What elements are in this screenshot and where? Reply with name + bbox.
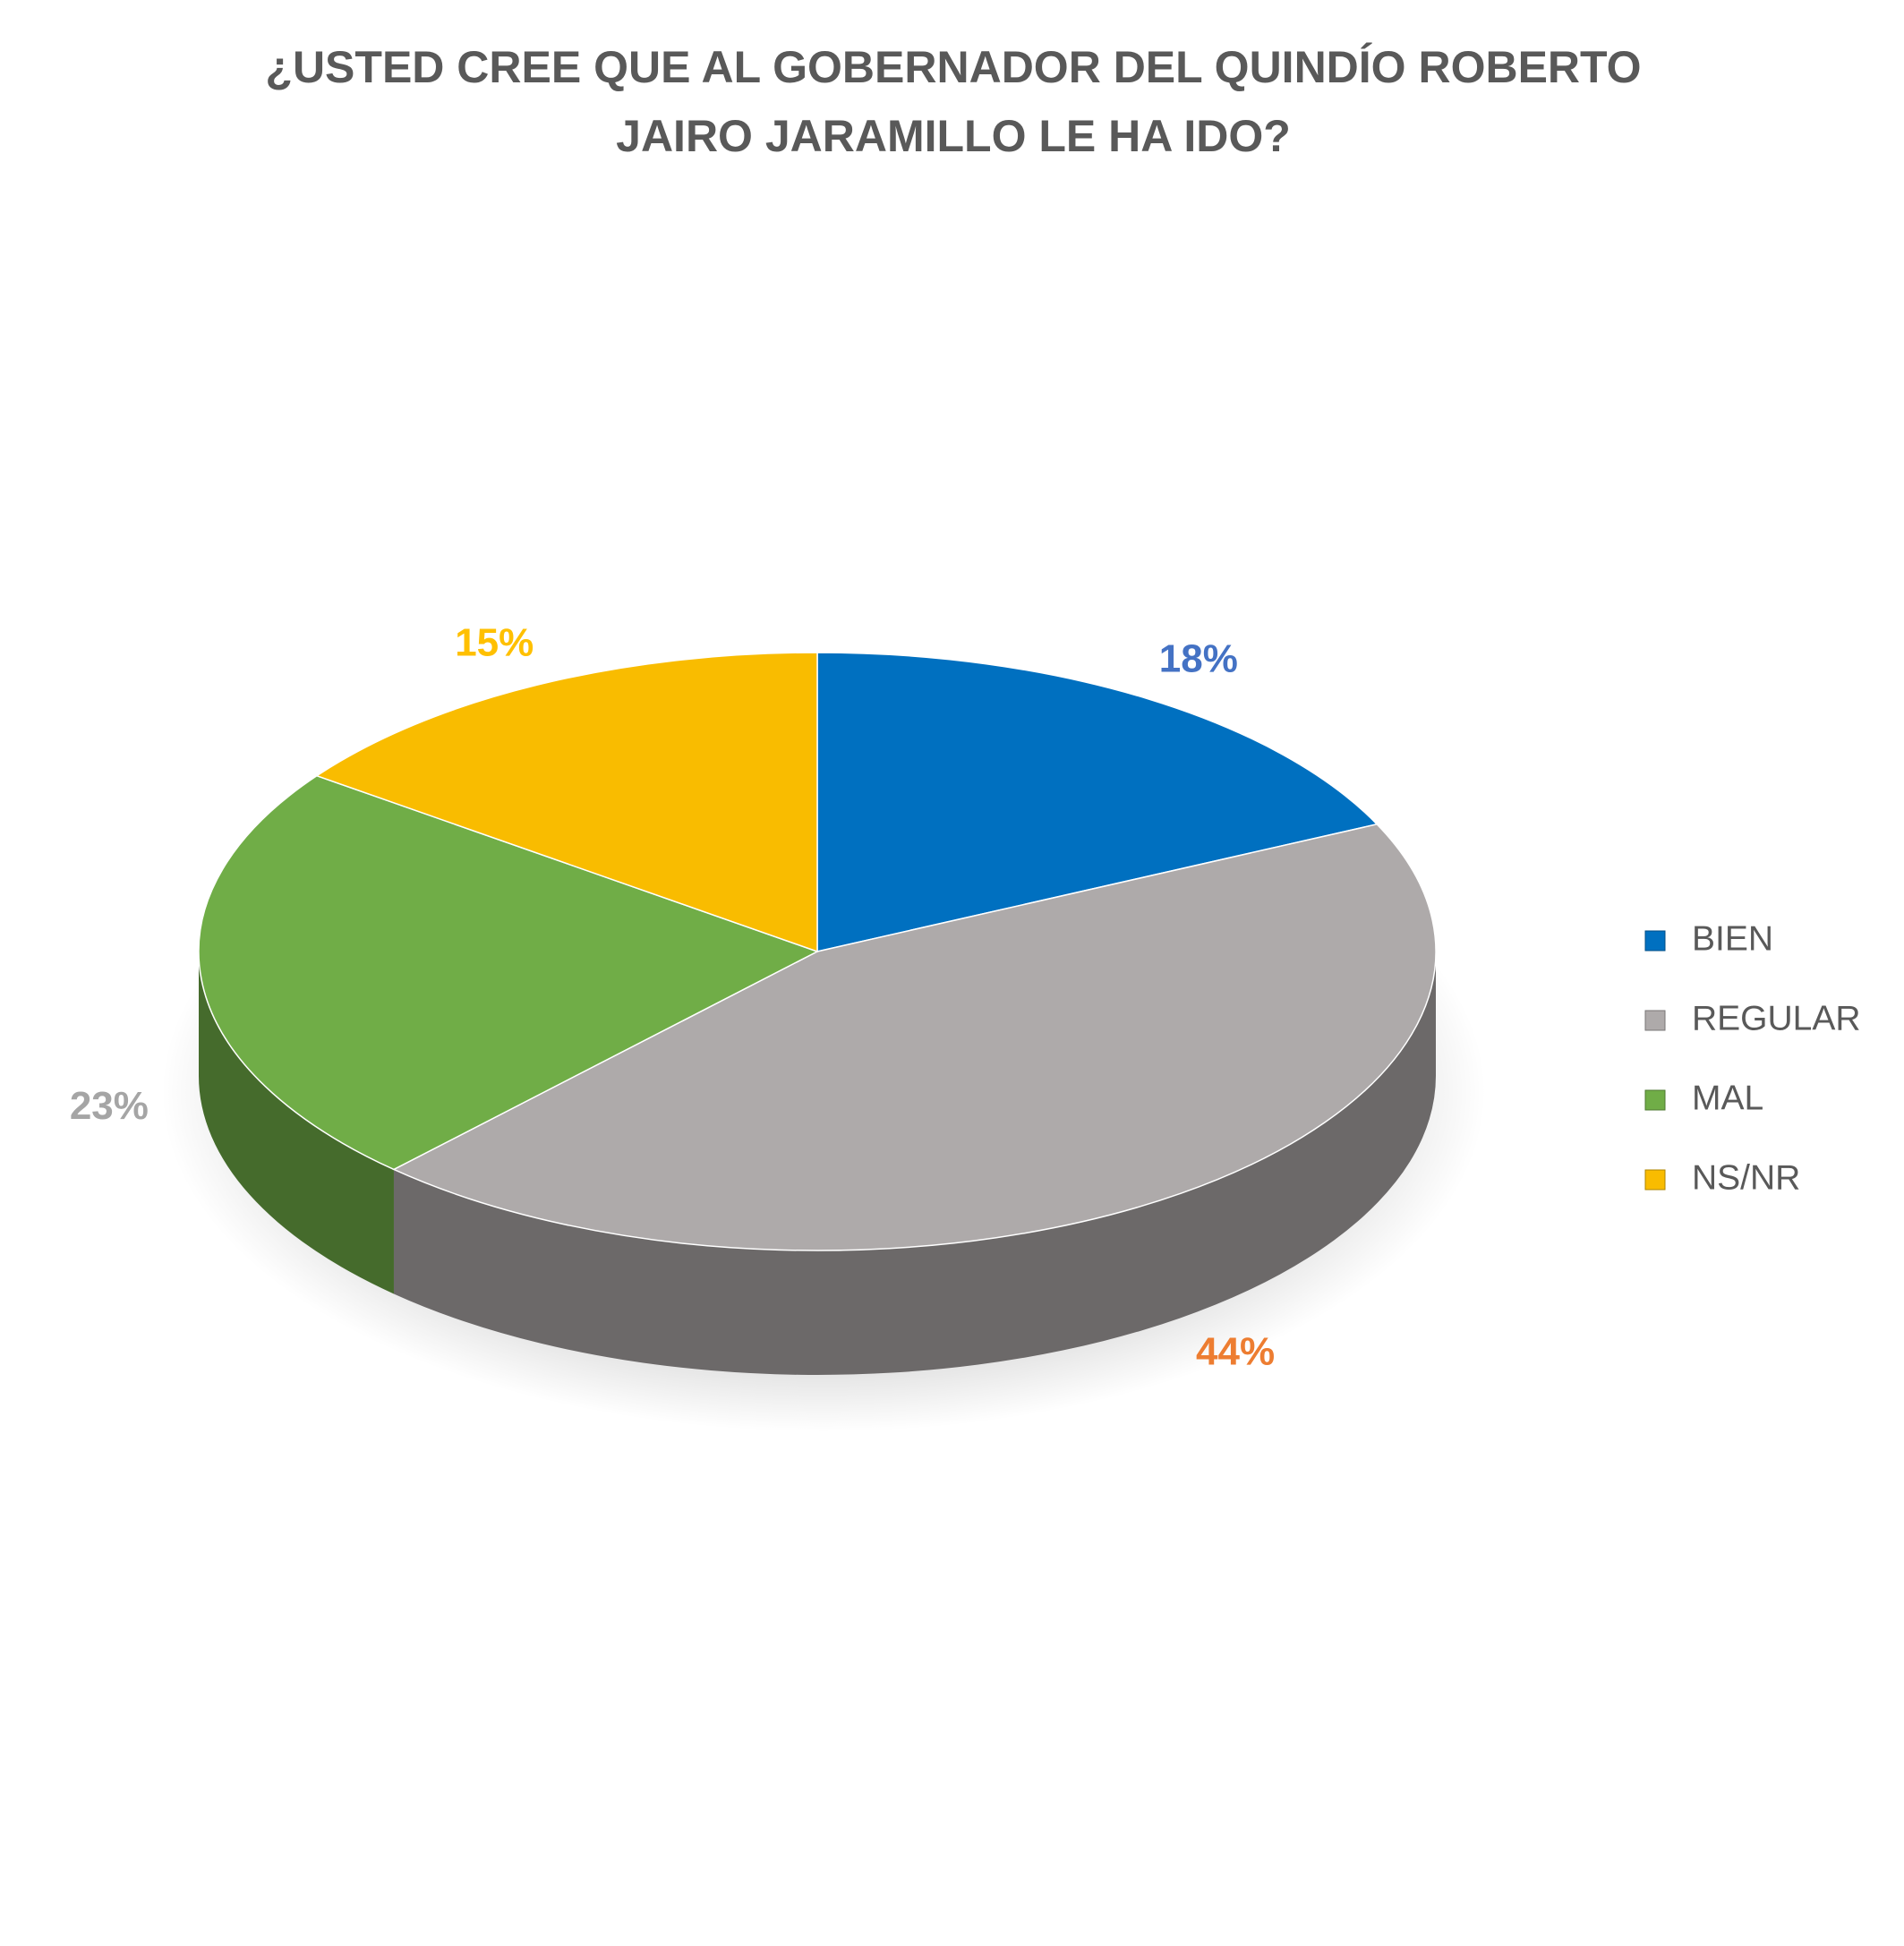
legend-swatch xyxy=(1644,930,1666,952)
chart-title: JAIRO JARAMILLO LE HA IDO? xyxy=(616,111,1291,161)
legend-label: REGULAR xyxy=(1692,999,1861,1037)
chart-title: ¿USTED CREE QUE AL GOBERNADOR DEL QUINDÍ… xyxy=(265,42,1641,92)
data-label: 15% xyxy=(455,620,534,664)
legend-label: BIEN xyxy=(1692,919,1773,958)
legend-swatch xyxy=(1644,1089,1666,1111)
data-label: 18% xyxy=(1159,636,1238,680)
data-label: 23% xyxy=(70,1084,149,1128)
slice xyxy=(392,823,1437,1251)
legend-swatch xyxy=(1644,1010,1666,1031)
legend-label: NS/NR xyxy=(1692,1158,1800,1197)
slice xyxy=(198,774,819,1171)
data-label: 44% xyxy=(1196,1329,1275,1373)
slice-side xyxy=(199,952,394,1294)
slice-side xyxy=(393,952,1437,1375)
legend-swatch xyxy=(1644,1169,1666,1191)
legend-label: MAL xyxy=(1692,1079,1763,1117)
slice xyxy=(816,652,1379,952)
slice xyxy=(315,652,818,953)
